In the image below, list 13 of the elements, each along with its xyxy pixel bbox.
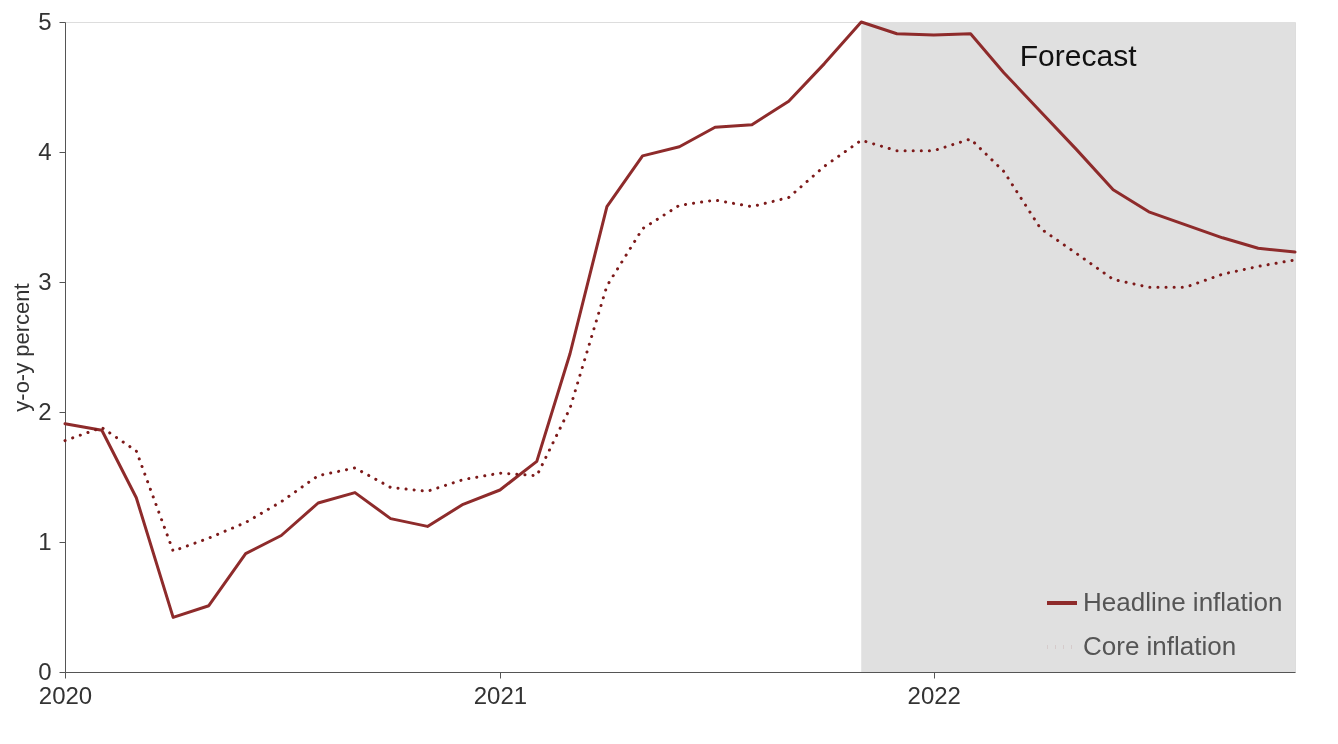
x-tick-label: 2022	[907, 681, 961, 709]
y-tick-label: 3	[38, 267, 52, 295]
legend-label: Headline inflation	[1083, 587, 1283, 617]
y-tick-label: 5	[38, 7, 52, 35]
line-series	[63, 137, 1297, 553]
y-tick-label: 4	[38, 137, 52, 165]
y-tick-label: 1	[38, 527, 52, 555]
x-tick-label: 2021	[473, 681, 528, 709]
line-series	[63, 20, 1297, 619]
legend-label: Core inflation	[1083, 631, 1237, 661]
y-tick-label: 2	[38, 397, 52, 425]
band-label: Forecast	[1019, 39, 1138, 72]
y-axis-title: y-o-y percent	[9, 283, 35, 412]
